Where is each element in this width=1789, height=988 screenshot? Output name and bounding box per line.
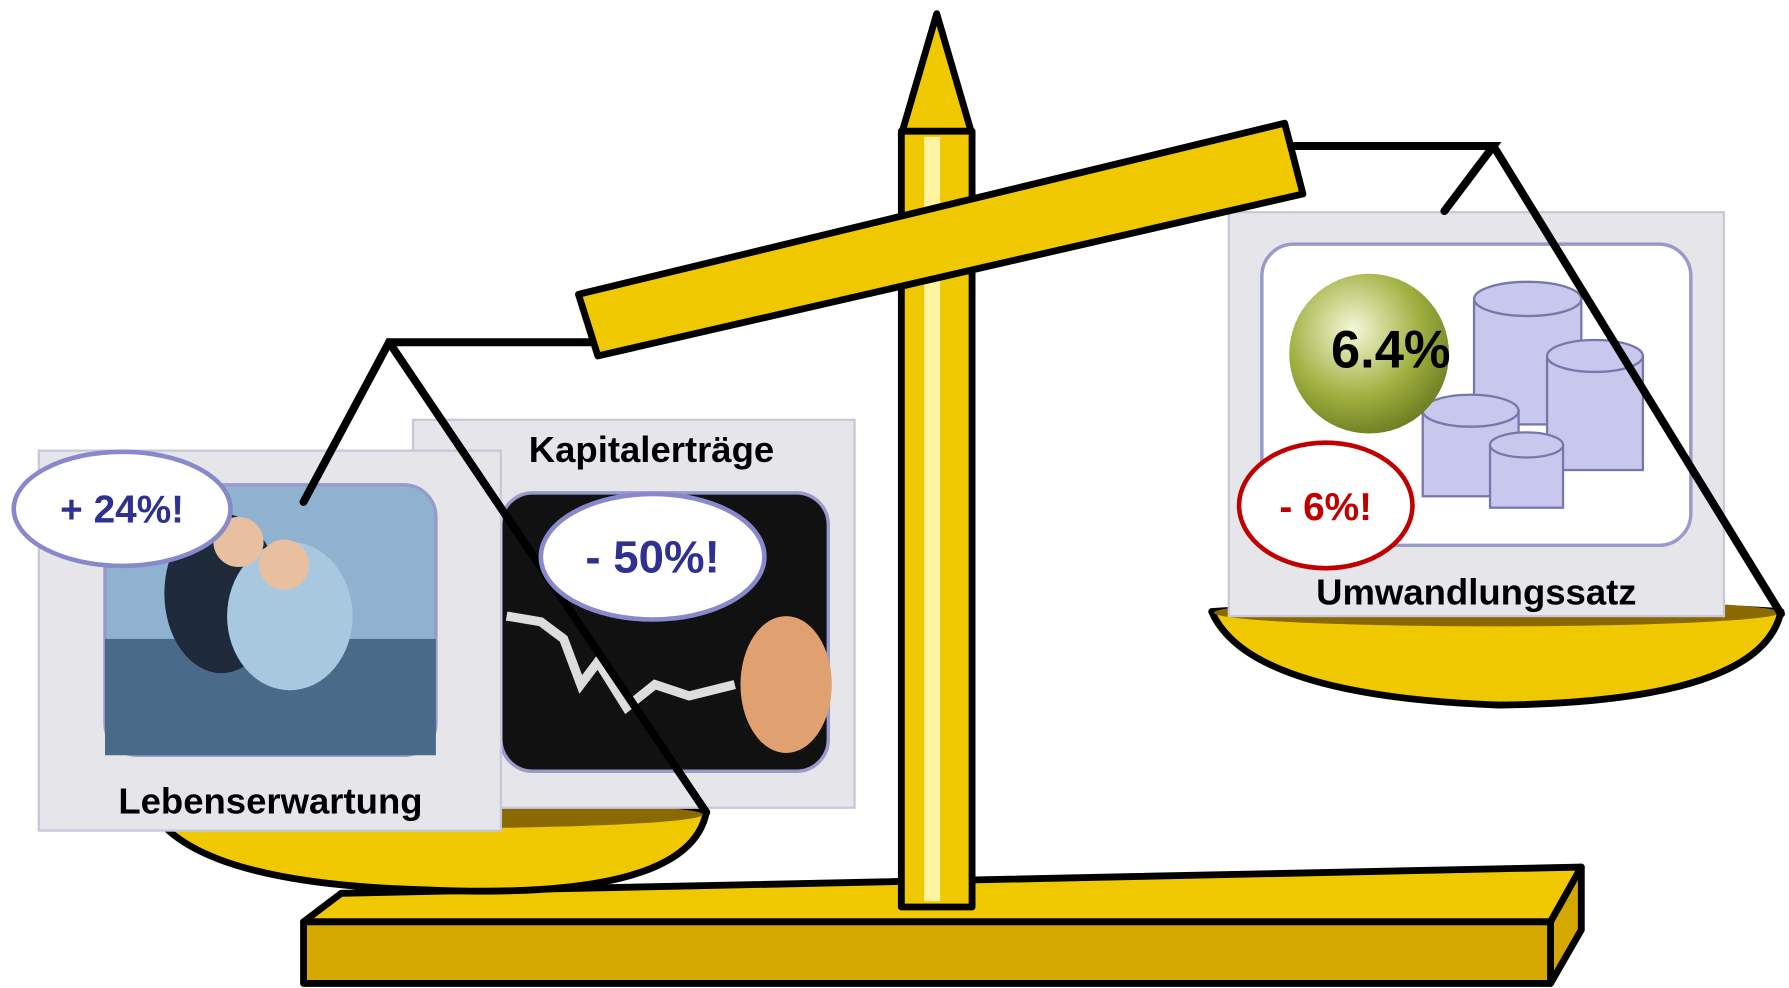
panel-label: Kapitalerträge: [529, 429, 774, 470]
scale-base: [300, 863, 1585, 987]
badge: - 6%!: [1236, 440, 1415, 571]
rate-bubble: [1289, 273, 1449, 434]
coins: [1421, 280, 1645, 509]
rate-text: 6.4%: [1331, 320, 1451, 379]
badge: - 50%!: [538, 491, 767, 622]
badge: + 24%!: [11, 449, 233, 569]
badge-text: - 6%!: [1279, 486, 1372, 529]
panel-label: Lebenserwartung: [118, 780, 422, 821]
scale-pillar: [897, 10, 976, 911]
badge-text: + 24%!: [60, 489, 184, 532]
panel-label: Umwandlungssatz: [1316, 572, 1636, 613]
scale-beam: [575, 119, 1307, 360]
badge-text: - 50%!: [585, 532, 719, 583]
